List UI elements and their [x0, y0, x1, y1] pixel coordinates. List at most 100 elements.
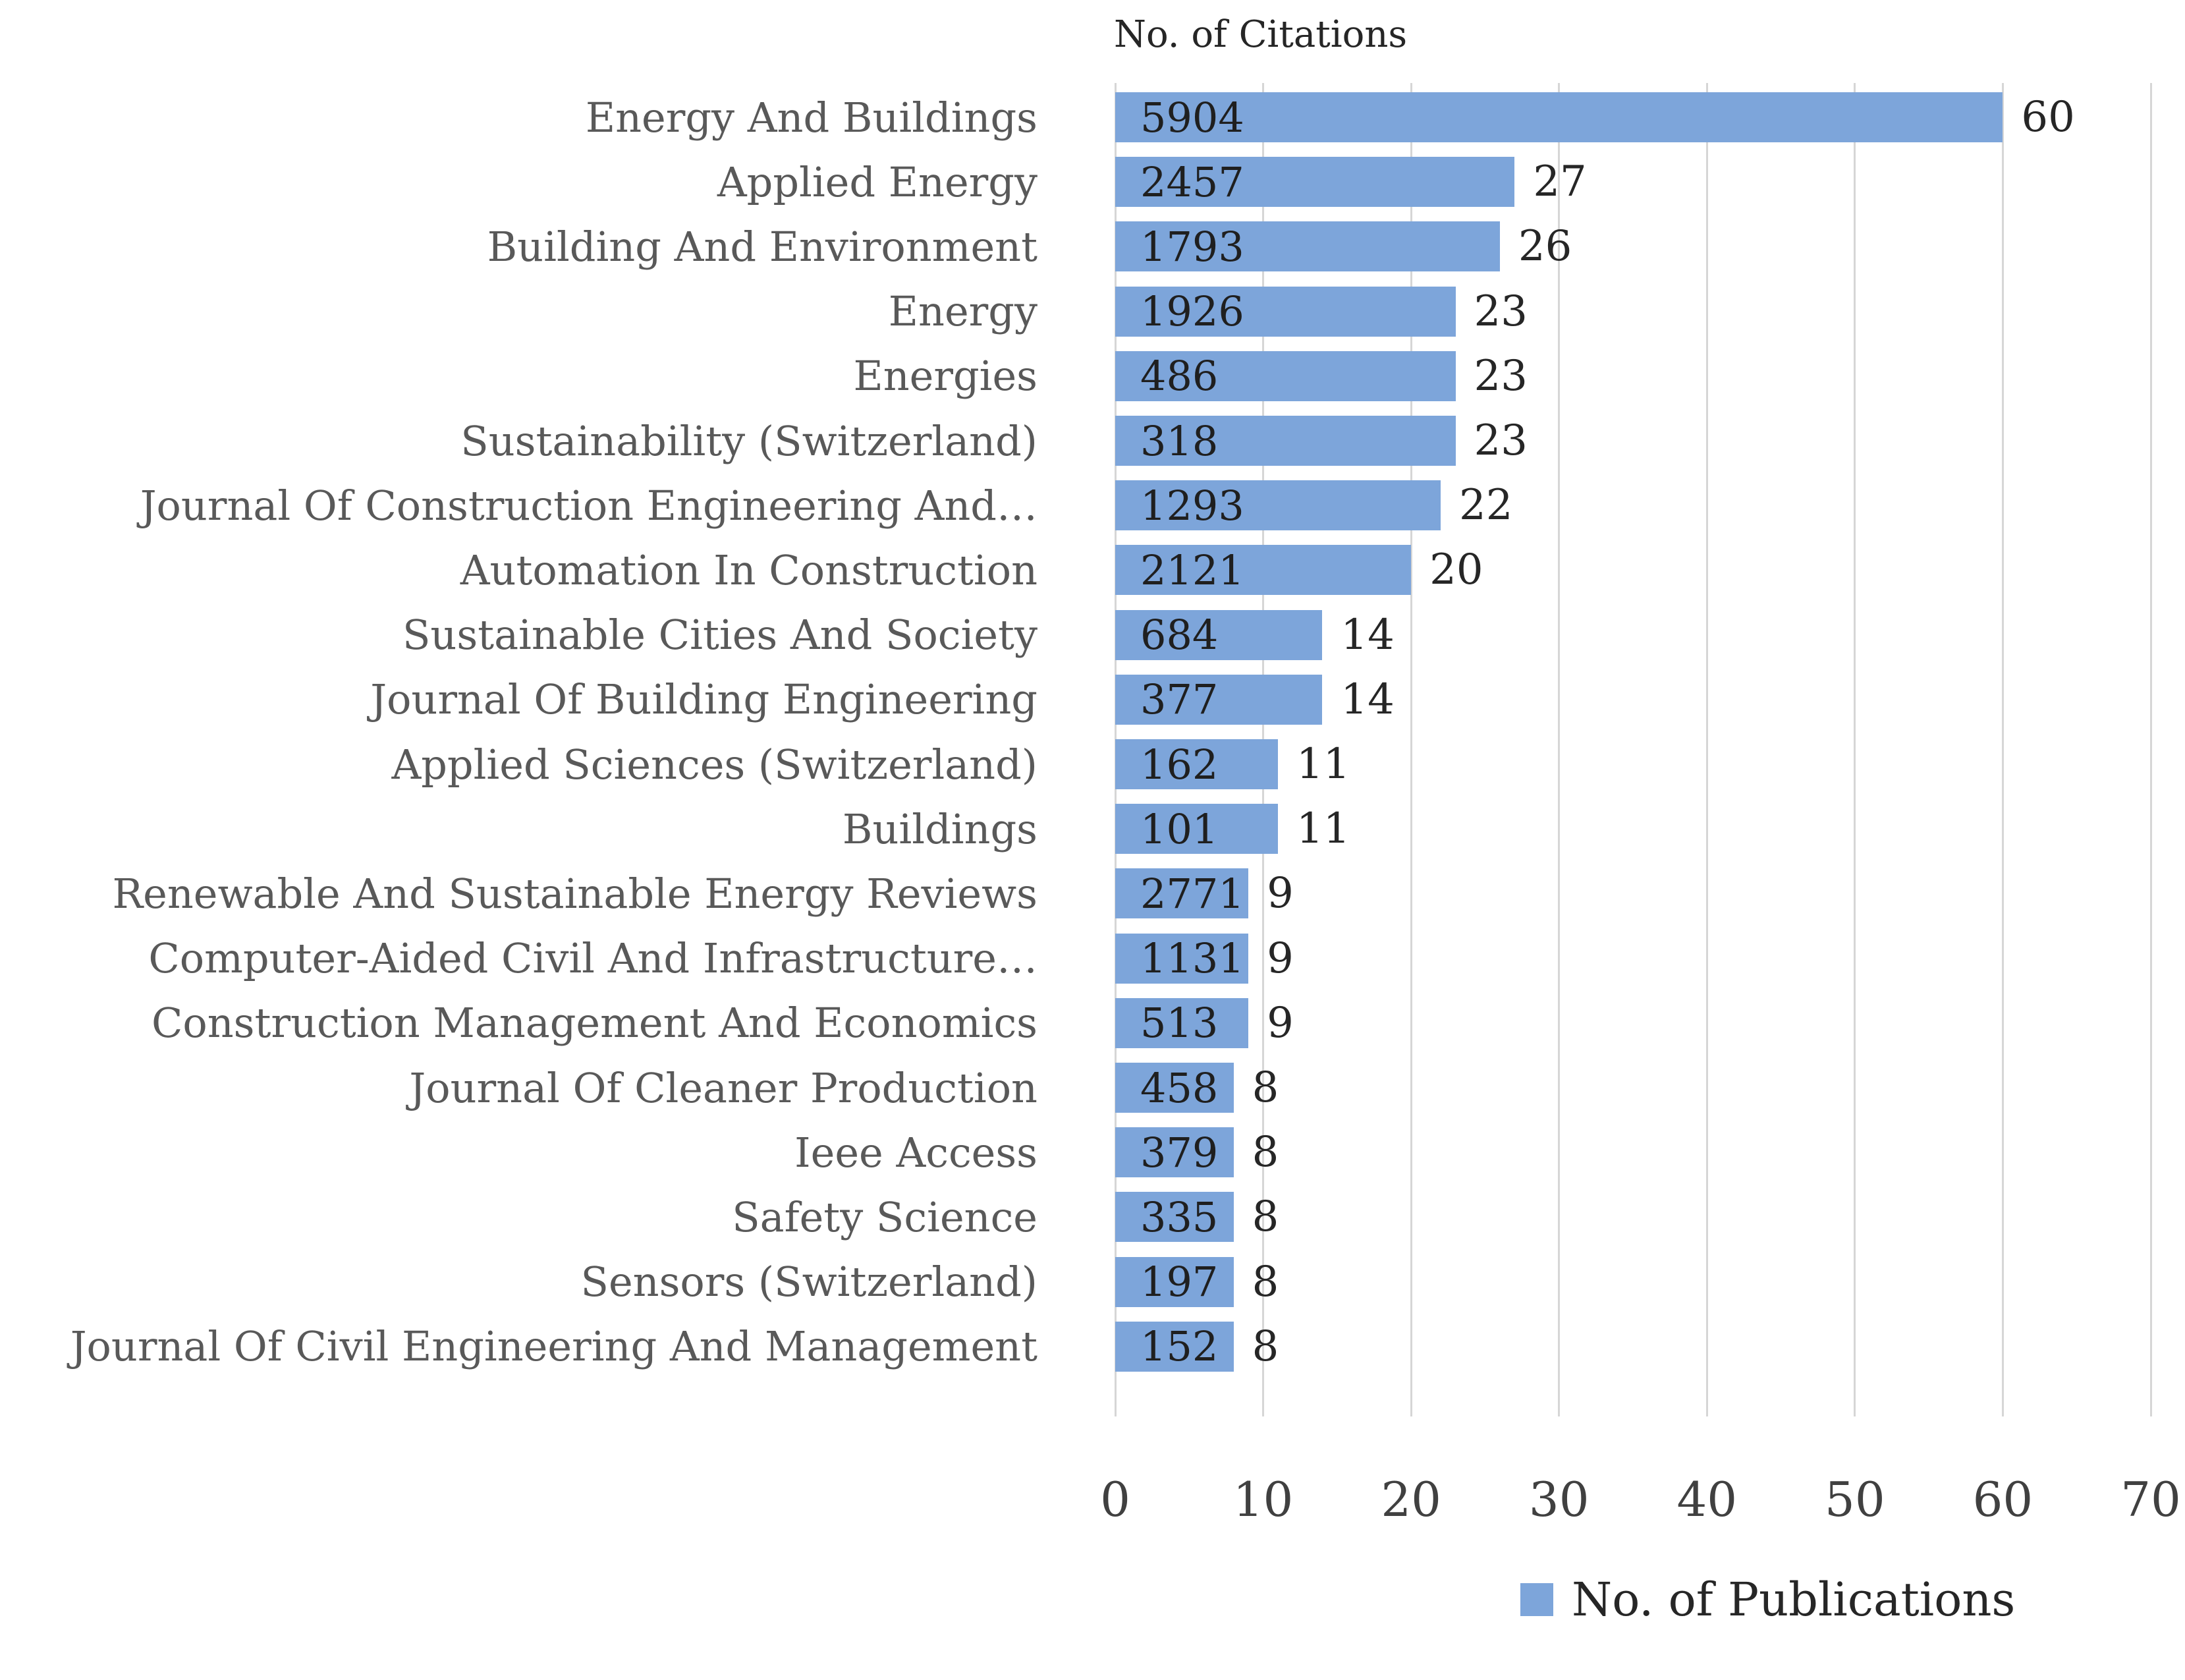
citation-count-value: 162: [1140, 740, 1219, 789]
bar-row: Sustainability (Switzerland) 318 23: [0, 416, 2185, 466]
publications-bar: 101: [1115, 804, 1279, 854]
publication-count-label: 11: [1296, 804, 1350, 854]
publications-bar: 5904: [1115, 92, 2003, 142]
citation-count-value: 377: [1140, 675, 1219, 724]
citation-count-value: 2457: [1140, 157, 1244, 206]
publication-count-label: 9: [1267, 934, 1294, 983]
publications-bar: 379: [1115, 1127, 1234, 1178]
gridline-x-70: [2149, 83, 2152, 1416]
publication-count-label: 8: [1252, 1322, 1279, 1371]
bar-row: Journal Of Cleaner Production 458 8: [0, 1063, 2185, 1113]
citation-count-value: 197: [1140, 1258, 1219, 1306]
bar-row: Energy 1926 23: [0, 286, 2185, 337]
publication-count-label: 8: [1252, 1257, 1279, 1306]
citation-count-value: 2771: [1140, 869, 1244, 918]
publications-bar: 684: [1115, 609, 1323, 660]
x-axis-tick-label: 50: [1825, 1472, 1885, 1527]
publication-count-label: 8: [1252, 1192, 1279, 1242]
publication-count-label: 27: [1533, 157, 1587, 207]
category-label: Safety Science: [732, 1192, 1037, 1241]
citation-count-value: 1793: [1140, 222, 1244, 271]
publications-bar: 152: [1115, 1321, 1234, 1372]
legend-label: No. of Publications: [1572, 1573, 2016, 1627]
publication-count-label: 8: [1252, 1128, 1279, 1177]
citation-count-value: 5904: [1140, 93, 1244, 142]
citation-count-value: 513: [1140, 999, 1219, 1048]
publications-bar: 2457: [1115, 157, 1515, 208]
bar-row: Applied Energy 2457 27: [0, 157, 2185, 208]
publications-bar: 1793: [1115, 221, 1500, 272]
publication-count-label: 11: [1296, 740, 1350, 789]
x-axis-tick-label: 60: [1972, 1472, 2033, 1527]
citation-count-value: 684: [1140, 611, 1219, 659]
bar-row: Ieee Access 379 8: [0, 1127, 2185, 1178]
category-label: Energy: [888, 287, 1037, 336]
category-label: Construction Management And Economics: [151, 999, 1037, 1048]
category-label: Sensors (Switzerland): [580, 1258, 1037, 1306]
bar-row: Safety Science 335 8: [0, 1192, 2185, 1243]
gridline-x-60: [2001, 83, 2004, 1416]
category-label: Journal Of Building Engineering: [370, 675, 1037, 724]
legend-swatch-publications: [1520, 1583, 1553, 1616]
bar-row: Buildings 101 11: [0, 804, 2185, 854]
gridline-x-40: [1705, 83, 1708, 1416]
category-label: Journal Of Cleaner Production: [409, 1063, 1037, 1112]
publications-bar: 1926: [1115, 286, 1456, 337]
citation-count-value: 335: [1140, 1192, 1219, 1241]
bar-row: Energies 486 23: [0, 350, 2185, 401]
x-axis-tick-label: 30: [1528, 1472, 1590, 1527]
publication-count-label: 20: [1429, 546, 1483, 595]
publication-count-label: 23: [1474, 351, 1528, 401]
publications-bar: 486: [1115, 350, 1456, 401]
bar-row: Applied Sciences (Switzerland) 162 11: [0, 739, 2185, 789]
publication-count-label: 9: [1267, 998, 1294, 1048]
publication-count-label: 22: [1459, 481, 1513, 530]
x-axis-tick-label: 20: [1381, 1472, 1441, 1527]
bar-row: Journal Of Construction Engineering And……: [0, 480, 2185, 531]
citation-count-value: 486: [1140, 352, 1219, 401]
category-label: Renewable And Sustainable Energy Reviews: [112, 869, 1037, 918]
gridline-x-50: [1854, 83, 1856, 1416]
publications-bar: 1131: [1115, 933, 1249, 984]
x-axis-tick-label: 10: [1232, 1472, 1294, 1527]
bar-row: Building And Environment 1793 26: [0, 221, 2185, 272]
category-label: Computer-Aided Civil And Infrastructure…: [148, 934, 1037, 983]
citation-count-value: 2121: [1140, 546, 1244, 594]
publications-bar: 458: [1115, 1063, 1234, 1113]
category-label: Building And Environment: [487, 222, 1037, 271]
x-axis: 0 10 20 30 40 50 60 70: [0, 1473, 2185, 1539]
x-axis-tick-label: 70: [2120, 1472, 2181, 1527]
publications-bar: 318: [1115, 416, 1456, 466]
bar-row: Sensors (Switzerland) 197 8: [0, 1256, 2185, 1307]
x-axis-tick-label: 40: [1676, 1472, 1738, 1527]
publications-bar: 377: [1115, 674, 1323, 725]
category-label: Journal Of Construction Engineering And…: [140, 481, 1037, 530]
publication-count-label: 14: [1341, 675, 1395, 724]
publication-count-label: 60: [2021, 93, 2075, 142]
publication-count-label: 14: [1341, 610, 1395, 659]
x-axis-tick-label: 0: [1100, 1472, 1130, 1527]
publication-count-label: 8: [1252, 1063, 1279, 1112]
legend: No. of Publications: [1520, 1573, 2015, 1627]
citation-count-value: 152: [1140, 1322, 1219, 1371]
category-label: Energy And Buildings: [585, 93, 1037, 142]
publications-bar: 2771: [1115, 868, 1249, 919]
citation-count-value: 1926: [1140, 287, 1244, 336]
publications-bar: 513: [1115, 997, 1249, 1048]
citation-count-value: 379: [1140, 1128, 1219, 1177]
category-label: Sustainability (Switzerland): [460, 416, 1037, 465]
category-label: Energies: [853, 352, 1037, 401]
citation-count-value: 1131: [1140, 934, 1244, 983]
category-label: Ieee Access: [794, 1128, 1037, 1177]
category-label: Applied Sciences (Switzerland): [391, 740, 1037, 789]
publication-count-label: 23: [1474, 416, 1528, 465]
citation-count-value: 1293: [1140, 481, 1244, 530]
bar-row: Journal Of Building Engineering 377 14: [0, 674, 2185, 725]
publications-bar: 2121: [1115, 545, 1412, 596]
category-label: Automation In Construction: [460, 546, 1037, 594]
gridline-x-30: [1558, 83, 1561, 1416]
gridline-x-20: [1410, 83, 1412, 1416]
bar-row: Energy And Buildings 5904 60: [0, 92, 2185, 142]
publications-bar: 1293: [1115, 480, 1441, 531]
